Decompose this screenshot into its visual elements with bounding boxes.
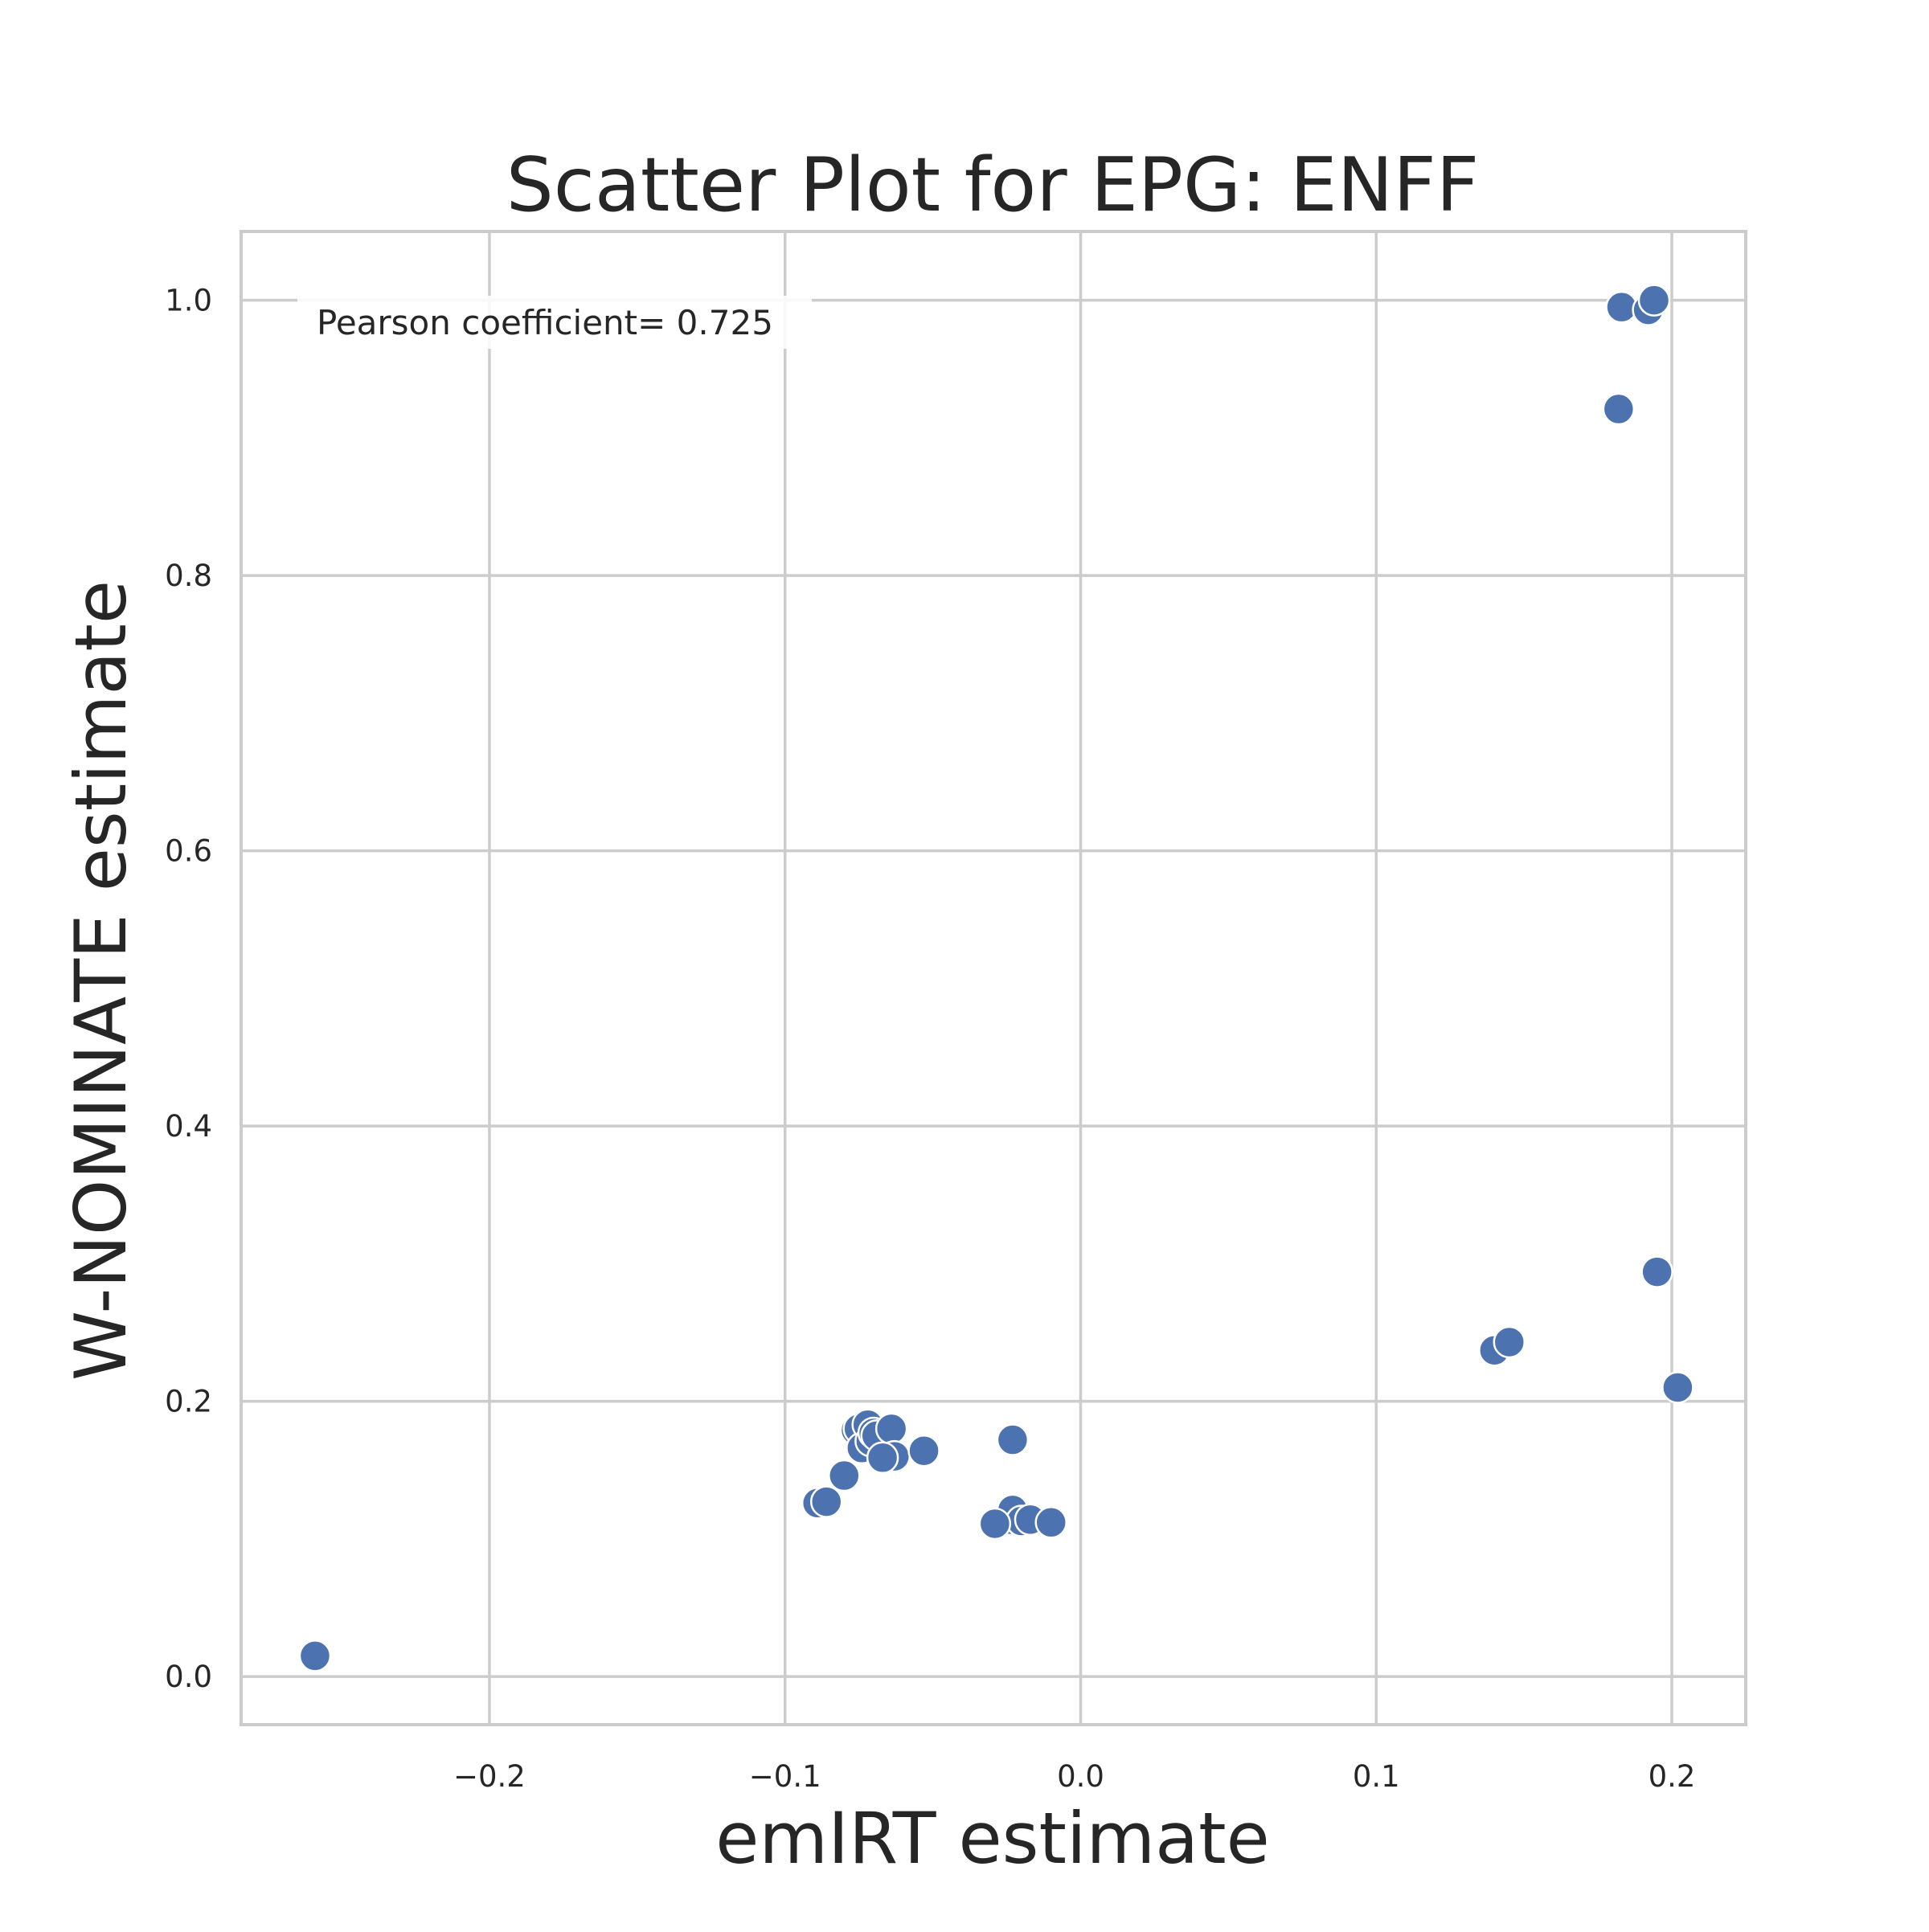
x-axis-label: emIRT estimate bbox=[715, 1797, 1270, 1880]
chart-title: Scatter Plot for EPG: ENFF bbox=[506, 141, 1480, 228]
scatter-point bbox=[1493, 1325, 1526, 1359]
plot-frame bbox=[240, 230, 1747, 1726]
x-tick-label: −0.2 bbox=[453, 1759, 526, 1794]
x-tick-label: 0.0 bbox=[1057, 1759, 1104, 1794]
x-tick-label: 0.1 bbox=[1353, 1759, 1400, 1794]
scatter-point bbox=[1661, 1371, 1694, 1404]
y-tick-label: 0.8 bbox=[165, 559, 212, 593]
y-tick-label: 0.2 bbox=[165, 1385, 212, 1419]
scatter-point bbox=[907, 1434, 940, 1467]
scatter-point bbox=[866, 1441, 899, 1475]
scatter-point bbox=[1640, 1255, 1673, 1288]
scatter-point bbox=[828, 1459, 861, 1492]
y-axis-label: W-NOMINATE estimate bbox=[59, 580, 142, 1381]
scatter-point bbox=[1637, 284, 1671, 317]
scatter-point bbox=[298, 1639, 332, 1672]
y-tick-label: 1.0 bbox=[165, 284, 212, 318]
x-tick-label: 0.2 bbox=[1648, 1759, 1696, 1794]
scatter-point bbox=[874, 1412, 908, 1446]
pearson-annotation: Pearson coefficient= 0.725 bbox=[317, 303, 773, 342]
tick-labels: −0.2 −0.1 0.0 0.1 0.2 0.0 0.2 0.4 0.6 0.8 1.0 bbox=[165, 284, 1695, 1794]
x-tick-label: −0.1 bbox=[749, 1759, 821, 1794]
scatter-point bbox=[809, 1485, 843, 1518]
y-tick-label: 0.6 bbox=[165, 834, 212, 869]
scatter-point bbox=[978, 1507, 1012, 1541]
y-tick-label: 0.4 bbox=[165, 1109, 212, 1144]
data-points bbox=[298, 284, 1694, 1672]
scatter-point bbox=[996, 1423, 1030, 1456]
scatter-point bbox=[1602, 392, 1636, 426]
scatter-point bbox=[1034, 1506, 1067, 1539]
y-tick-label: 0.0 bbox=[165, 1660, 212, 1694]
annotation-box bbox=[297, 296, 812, 349]
